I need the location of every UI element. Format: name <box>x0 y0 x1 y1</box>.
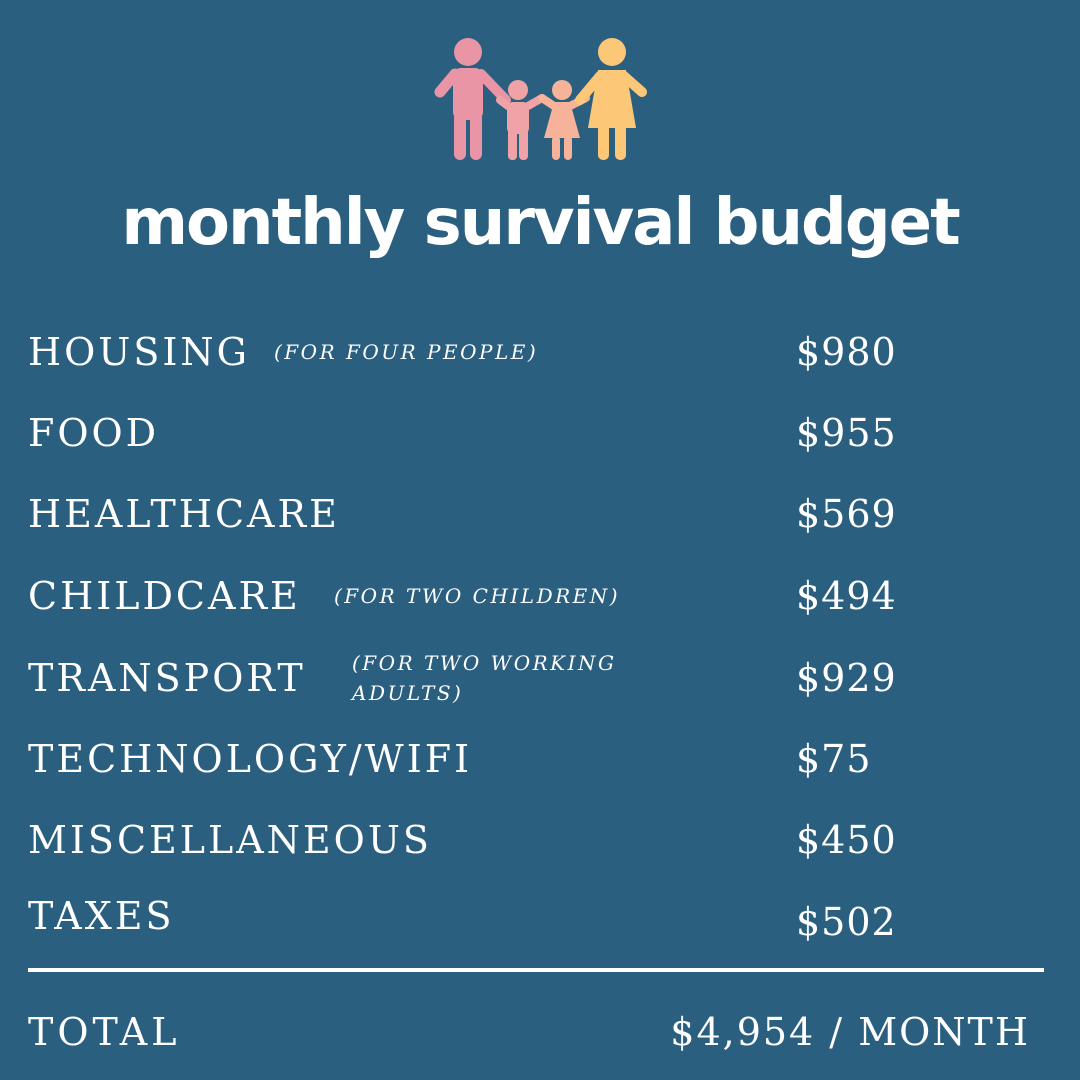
row-label: CHILDCARE <box>28 574 301 618</box>
row-label: MISCELLANEOUS <box>28 818 432 862</box>
row-note: (FOR FOUR PEOPLE) <box>274 340 539 364</box>
row-amount: $494 <box>796 574 897 618</box>
row-amount: $502 <box>796 900 897 944</box>
row-note: (FOR TWO CHILDREN) <box>334 584 621 608</box>
page-title: monthly survival budget <box>121 186 960 260</box>
budget-row-taxes: TAXES $502 <box>28 882 1028 962</box>
son-figure <box>496 80 546 160</box>
budget-row-technology: TECHNOLOGY/WIFI $75 <box>28 719 1028 799</box>
budget-row-healthcare: HEALTHCARE $569 <box>28 474 1028 554</box>
row-amount: $450 <box>796 818 897 862</box>
family-icon <box>434 38 647 160</box>
budget-row-transport: TRANSPORT (FOR TWO WORKING ADULTS) $929 <box>28 638 1028 718</box>
budget-row-housing: HOUSING (FOR FOUR PEOPLE) $980 <box>28 312 1028 392</box>
row-label: TRANSPORT <box>28 656 306 700</box>
row-note: (FOR TWO WORKING ADULTS) <box>352 651 617 705</box>
total-label: TOTAL <box>28 1010 181 1054</box>
daughter-figure <box>538 80 590 160</box>
budget-row-miscellaneous: MISCELLANEOUS $450 <box>28 800 1028 880</box>
row-label: HEALTHCARE <box>28 492 340 536</box>
row-amount: $955 <box>796 411 897 455</box>
row-label: TAXES <box>28 894 175 938</box>
row-amount: $929 <box>796 656 897 700</box>
row-label: FOOD <box>28 411 160 455</box>
row-amount: $980 <box>796 330 897 374</box>
row-amount: $569 <box>796 492 897 536</box>
total-divider <box>28 968 1044 972</box>
row-amount: $75 <box>796 737 872 781</box>
mother-figure <box>575 38 647 160</box>
budget-row-food: FOOD $955 <box>28 393 1028 473</box>
row-label: HOUSING <box>28 330 250 374</box>
row-label: TECHNOLOGY/WIFI <box>28 737 473 781</box>
budget-row-childcare: CHILDCARE (FOR TWO CHILDREN) $494 <box>28 556 1028 636</box>
father-figure <box>434 38 511 160</box>
total-amount: $4,954 / MONTH <box>670 1010 1030 1054</box>
